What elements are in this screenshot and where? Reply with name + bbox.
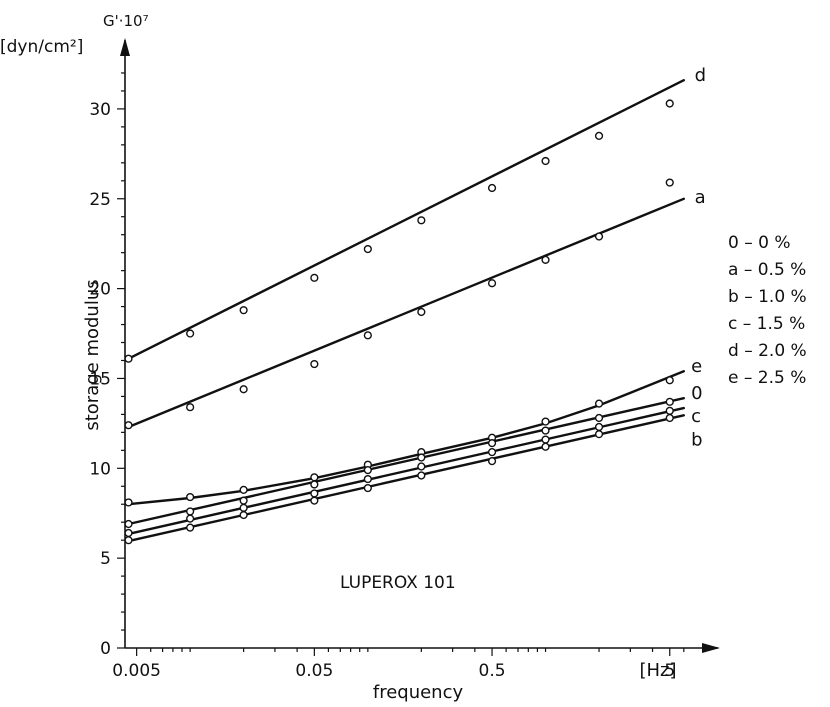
x-tick-label: 0.5 <box>479 661 506 681</box>
data-point-e <box>310 473 319 482</box>
data-point-e <box>239 485 248 494</box>
series-label-0: 0 <box>691 383 702 404</box>
x-unit-label: [Hz] <box>639 660 676 681</box>
y-tick-label: 15 <box>89 369 111 389</box>
data-point-0 <box>310 480 319 489</box>
y-axis-title: G'·10⁷ <box>103 12 149 30</box>
legend-item: c – 1.5 % <box>728 314 806 334</box>
data-point-a <box>487 279 497 288</box>
data-point-a <box>239 385 248 394</box>
annotation-luperox: LUPEROX 101 <box>340 573 456 593</box>
y-tick-label: 5 <box>100 549 111 569</box>
data-point-e <box>594 399 604 408</box>
legend-item: e – 2.5 % <box>728 368 807 388</box>
series-line-b <box>127 414 685 543</box>
legend-item: a – 0.5 % <box>728 260 807 280</box>
data-point-0 <box>417 453 426 462</box>
data-point-c <box>310 489 319 498</box>
data-point-c <box>186 514 195 523</box>
data-point-0 <box>363 466 372 475</box>
series-line-d <box>127 79 685 360</box>
data-point-c <box>541 435 550 444</box>
data-point-0 <box>594 413 604 423</box>
data-point-b <box>487 457 497 466</box>
series-label-e: e <box>691 356 702 377</box>
data-point-a <box>310 359 319 369</box>
axes: 0 5 10 15 20 25 30 0.005 0.05 0.5 5 <box>89 38 720 681</box>
data-point-a <box>417 307 426 317</box>
data-point-d <box>665 99 674 108</box>
y-tick-label: 20 <box>89 280 111 300</box>
data-point-b <box>124 536 133 545</box>
data-point-c <box>363 474 372 484</box>
series-line-c <box>127 406 685 536</box>
data-point-a <box>363 331 372 340</box>
data-point-d <box>124 354 133 363</box>
y-tick-label: 10 <box>89 459 111 479</box>
x-axis-arrow <box>702 643 720 653</box>
data-point-d <box>310 273 319 282</box>
x-tick-label: 0.05 <box>295 661 333 681</box>
data-point-d <box>594 131 604 140</box>
series-label-c: c <box>691 406 701 427</box>
data-point-d <box>239 306 248 315</box>
data-point-d <box>186 329 195 338</box>
data-point-0 <box>239 496 248 505</box>
y-axis-label: storage modulus <box>82 279 103 430</box>
x-axis-label: frequency <box>373 682 464 703</box>
data-point-b <box>665 413 674 423</box>
data-point-0 <box>541 426 550 435</box>
data-point-c <box>417 462 426 471</box>
data-point-d <box>363 244 372 254</box>
data-point-0 <box>124 519 133 529</box>
data-point-b <box>594 430 604 439</box>
y-tick-label: 0 <box>100 639 111 659</box>
data-point-e <box>124 498 133 507</box>
data-point-a <box>186 403 195 412</box>
y-tick-label: 25 <box>89 190 111 210</box>
data-point-b <box>363 483 372 493</box>
legend: 0 – 0 % a – 0.5 % b – 1.0 % c – 1.5 % d … <box>728 230 807 392</box>
data-point-a <box>665 178 674 187</box>
x-tick-label: 5 <box>664 661 675 681</box>
data-point-c <box>594 422 604 432</box>
data-point-d <box>541 156 550 166</box>
data-point-a <box>594 232 604 241</box>
data-point-e <box>541 417 550 426</box>
y-tick-label: 30 <box>89 100 111 120</box>
data-point-a <box>541 255 550 264</box>
legend-item: b – 1.0 % <box>728 287 807 307</box>
data-point-c <box>124 528 133 538</box>
series-layer: d a e 0cb <box>124 65 706 545</box>
legend-item: d – 2.0 % <box>728 341 807 361</box>
data-point-b <box>310 496 319 505</box>
series-label-d: d <box>695 65 706 86</box>
series-label-a: a <box>695 187 706 208</box>
series-line-a <box>127 197 685 429</box>
data-point-0 <box>665 397 674 406</box>
data-point-b <box>417 471 426 480</box>
y-axis-units: [dyn/cm²] <box>0 37 83 57</box>
series-line-e <box>127 370 685 506</box>
data-point-a <box>124 421 133 430</box>
data-point-c <box>487 448 497 457</box>
data-point-c <box>239 503 248 512</box>
data-point-b <box>541 442 550 451</box>
series-label-b: b <box>691 430 702 451</box>
data-point-0 <box>186 507 195 516</box>
data-point-0 <box>487 439 497 448</box>
data-point-b <box>186 523 195 532</box>
legend-item: 0 – 0 % <box>728 233 791 253</box>
series-line-0 <box>127 397 685 526</box>
data-point-b <box>239 510 248 520</box>
y-axis-arrow <box>120 38 130 56</box>
data-point-d <box>487 183 497 193</box>
data-point-d <box>417 216 426 225</box>
data-point-c <box>665 406 674 415</box>
data-point-e <box>665 376 674 385</box>
x-tick-label: 0.005 <box>112 661 161 681</box>
data-point-e <box>186 492 195 502</box>
